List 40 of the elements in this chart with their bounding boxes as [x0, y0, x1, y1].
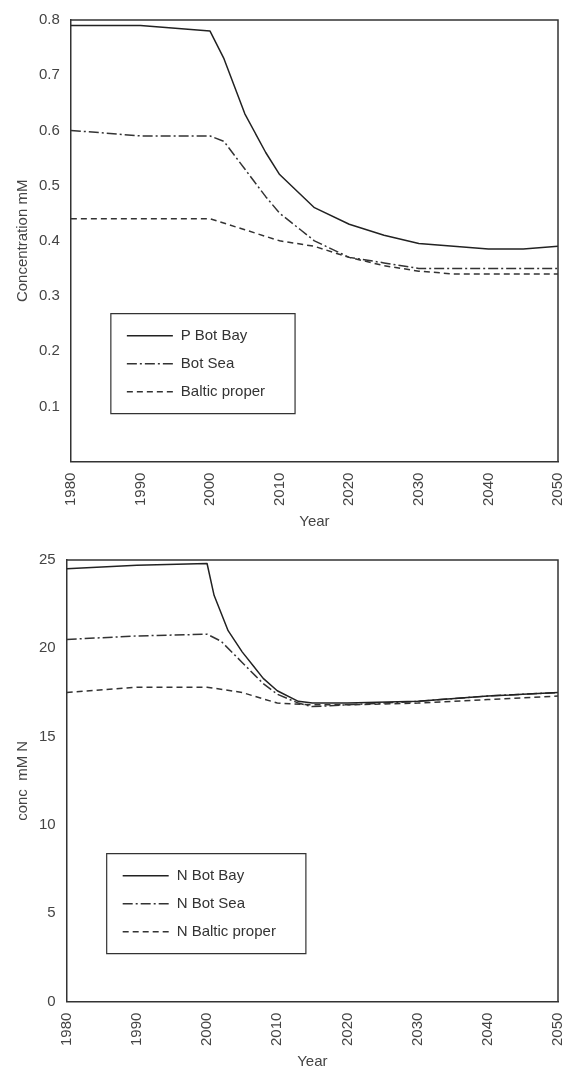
x-tick-label: 2040 [477, 1012, 495, 1047]
x-tick-label: 1980 [56, 1012, 74, 1047]
x-tick-label: 2020 [337, 1012, 355, 1047]
legend-label: N Bot Sea [176, 893, 246, 911]
y-tick-label: 0.7 [38, 65, 60, 83]
legend-label: Baltic proper [180, 381, 266, 399]
x-tick-label: 2040 [478, 472, 496, 507]
legend-label: Bot Sea [180, 353, 235, 371]
y-tick-label: 15 [39, 726, 56, 744]
x-tick-label: 2000 [200, 472, 218, 507]
y-tick-label: 0.1 [38, 396, 60, 414]
legend-label: P Bot Bay [180, 325, 248, 343]
x-tick-label: 1990 [130, 472, 148, 507]
x-tick-label: 2020 [339, 472, 357, 507]
legend-label: N Bot Bay [176, 865, 245, 883]
x-tick-label: 2000 [197, 1012, 215, 1047]
x-axis-title: Year [297, 1052, 328, 1070]
y-tick-label: 0.6 [38, 120, 60, 138]
y-tick-label: 10 [39, 815, 56, 833]
x-tick-label: 2030 [408, 472, 426, 507]
x-tick-label: 1990 [127, 1012, 145, 1047]
x-tick-label: 2010 [267, 1012, 285, 1047]
y-tick-label: 0.8 [38, 10, 60, 28]
y-tick-label: 25 [39, 550, 56, 568]
y-tick-label: 5 [47, 903, 56, 921]
x-tick-label: 2030 [407, 1012, 425, 1047]
x-tick-label: 2010 [269, 472, 287, 507]
y-tick-label: 0 [47, 991, 56, 1009]
x-tick-label: 2050 [548, 472, 566, 507]
y-tick-label: 0.2 [38, 341, 60, 359]
x-tick-label: 1980 [60, 472, 78, 507]
x-axis-title: Year [299, 512, 330, 530]
y-axis-title: conc mM N [13, 740, 31, 821]
y-axis-title: Concentration mM [13, 179, 31, 303]
y-tick-label: 20 [39, 638, 56, 656]
y-tick-label: 0.5 [38, 175, 60, 193]
y-tick-label: 0.4 [38, 230, 60, 248]
legend-label: N Baltic proper [176, 921, 276, 939]
x-tick-label: 2050 [548, 1012, 566, 1047]
y-tick-label: 0.3 [38, 286, 60, 304]
